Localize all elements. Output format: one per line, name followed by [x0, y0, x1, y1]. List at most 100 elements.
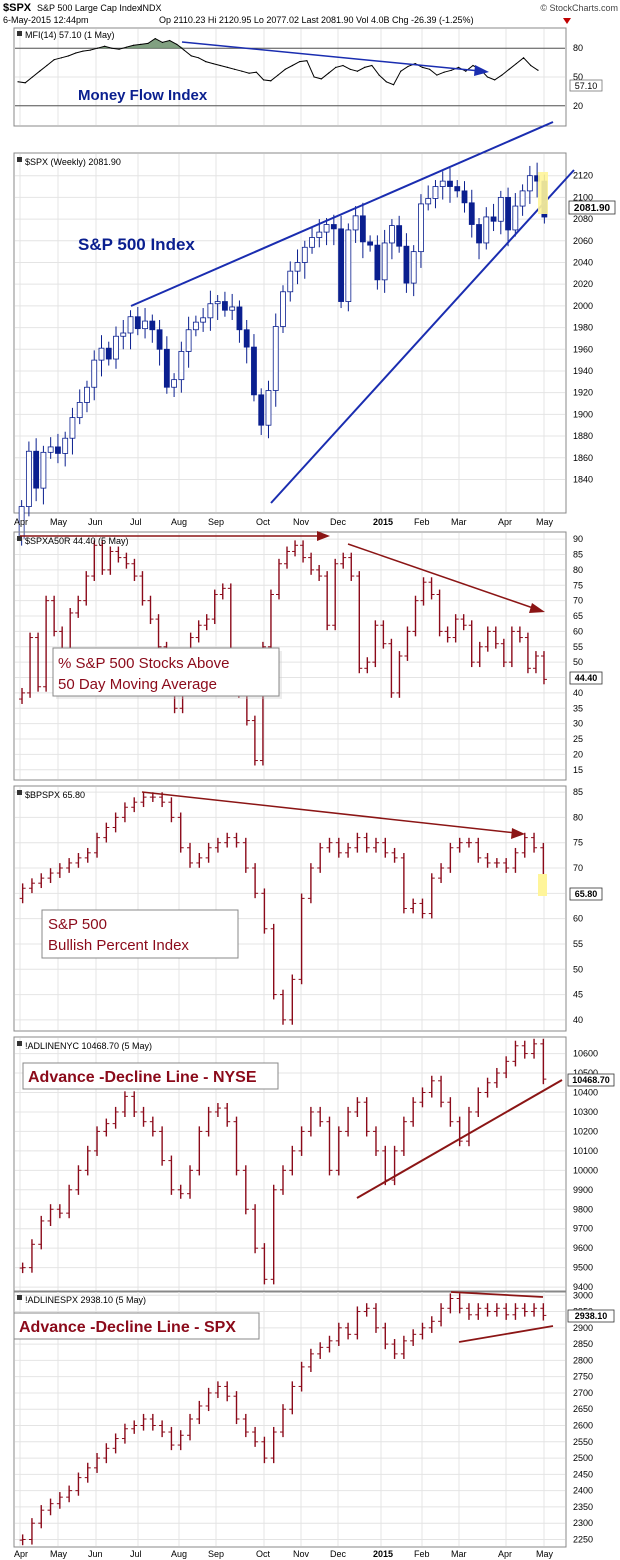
y-tick-label: 50: [573, 964, 583, 974]
adline_spx-bar: [159, 1420, 166, 1438]
bpspx-bar: [177, 812, 184, 853]
adline_nyse-bar: [94, 1126, 101, 1156]
adline-nyse-panel: 9400 9500 9600 9700 9800 9900 10000 10100 10200 1…: [13, 1036, 615, 1293]
x-tick-label: Aug: [171, 1549, 187, 1559]
spx-candle: [200, 308, 207, 332]
spxa50r-bar: [267, 589, 274, 652]
spx-candle: [243, 319, 250, 364]
mfi-point: [429, 68, 431, 70]
adline_nyse-bar: [493, 1067, 500, 1088]
spxa50r-bar: [364, 657, 371, 674]
adline_nyse-bar: [475, 1087, 482, 1118]
adline_nyse-bar: [131, 1091, 138, 1118]
y-tick-label: 2800: [573, 1355, 593, 1365]
spx-candle: [171, 373, 177, 398]
bpspx-bar: [75, 853, 82, 868]
svg-text:% S&P 500 Stocks Above: % S&P 500 Stocks Above: [58, 655, 230, 672]
mfi-point: [284, 68, 286, 70]
adline_spx-bar: [428, 1316, 435, 1333]
bpspx-bar: [112, 812, 119, 833]
mfi-point: [125, 46, 127, 48]
y-tick-label: 1940: [573, 366, 593, 376]
bpspx-bar: [456, 837, 463, 853]
spx-candle: [381, 229, 388, 293]
x-axis-top: Apr May Jun Jul Aug Sep Oct Nov Dec 2015 Feb Mar Apr…: [14, 517, 554, 527]
adline_spx-bar: [224, 1381, 231, 1402]
adline_spx-bar: [382, 1322, 389, 1350]
svg-text:Advance -Decline Line - SPX: Advance -Decline Line - SPX: [19, 1319, 236, 1336]
y-tick-label: 85: [573, 550, 583, 560]
bpspx-bar: [317, 842, 324, 873]
adline_spx-bar: [84, 1462, 91, 1483]
bpspx-bar: [56, 863, 63, 878]
adline_spx-bar: [233, 1391, 240, 1425]
adline-spx-legend: !ADLINESPX 2938.10 (5 May): [17, 1295, 146, 1305]
y-tick-label: 2100: [573, 192, 593, 202]
mfi-point: [169, 39, 171, 42]
adline_spx-bar: [326, 1335, 333, 1353]
spxa50r-bar: [380, 620, 387, 649]
bpspx-bar: [196, 853, 203, 868]
adline_nyse-bar: [512, 1040, 519, 1067]
mfi-point: [421, 66, 424, 68]
bpspx-bar: [512, 847, 519, 873]
mfi-point: [356, 70, 359, 72]
adline_nyse-bar: [252, 1204, 259, 1254]
adline_nyse-bar: [438, 1075, 445, 1108]
spxa50r-bar: [508, 626, 515, 668]
adline_nyse-bar: [149, 1116, 156, 1137]
adline_spx-bar: [261, 1436, 268, 1464]
adline_nyse-bar: [503, 1056, 510, 1079]
spx-candle: [396, 215, 403, 253]
y-tick-label: 60: [573, 626, 583, 636]
y-tick-label: 50: [573, 72, 583, 82]
mfi-point: [104, 45, 106, 47]
header-date: 6-May-2015 12:44pm: [3, 15, 89, 25]
adline_nyse-bar: [456, 1116, 463, 1147]
y-tick-label: 2700: [573, 1388, 593, 1398]
bpspx-bar: [214, 837, 221, 853]
x-tick-label: Dec: [330, 517, 347, 527]
mfi-point: [89, 49, 91, 51]
adline_nyse-bar: [363, 1097, 370, 1137]
bpspx-bar: [270, 923, 277, 1000]
adline_spx-bar: [493, 1303, 500, 1317]
x-tick-label: Sep: [208, 517, 224, 527]
y-tick-label: 2650: [573, 1404, 593, 1414]
adline_nyse-bar: [38, 1215, 45, 1250]
spxa50r-bar: [540, 651, 547, 685]
svg-text:44.40: 44.40: [575, 673, 598, 683]
spx-lower-trendline: [270, 169, 575, 504]
adline_nyse-bar: [372, 1126, 379, 1156]
spx-candle: [127, 310, 134, 350]
y-tick-label: 10200: [573, 1126, 598, 1136]
mfi-point: [132, 44, 135, 46]
adline_spx-bar: [177, 1430, 184, 1451]
adline_nyse-bar: [289, 1145, 296, 1176]
adline_nyse-bar: [307, 1106, 314, 1137]
adline_nyse-bar: [187, 1165, 194, 1199]
svg-text:57.10: 57.10: [575, 81, 598, 91]
spx-candle: [352, 206, 359, 243]
adline_spx-bar: [372, 1303, 379, 1333]
adline_nyse-bar: [196, 1126, 203, 1176]
spx-candle: [367, 235, 374, 252]
y-tick-label: 50: [573, 657, 583, 667]
adline_spx-bar: [289, 1381, 296, 1415]
adline_nyse-bar: [335, 1126, 342, 1176]
adline_spx-bar: [66, 1485, 73, 1503]
adline_nyse-bar: [233, 1116, 240, 1176]
spxa50r-bar: [404, 626, 411, 661]
y-tick-label: 2550: [573, 1437, 593, 1447]
mfi-point: [31, 76, 34, 78]
y-tick-label: 45: [573, 990, 583, 1000]
spxa50r-bar: [428, 577, 435, 600]
adline_nyse-bar: [66, 1184, 73, 1219]
mfi-point: [537, 69, 539, 71]
spx-candle: [236, 300, 243, 343]
adline-spx-lower-line: [458, 1325, 554, 1343]
spx-candle: [497, 190, 504, 235]
svg-text:!ADLINESPX 2938.10 (5 May): !ADLINESPX 2938.10 (5 May): [25, 1295, 146, 1305]
spx-candle: [461, 181, 468, 213]
